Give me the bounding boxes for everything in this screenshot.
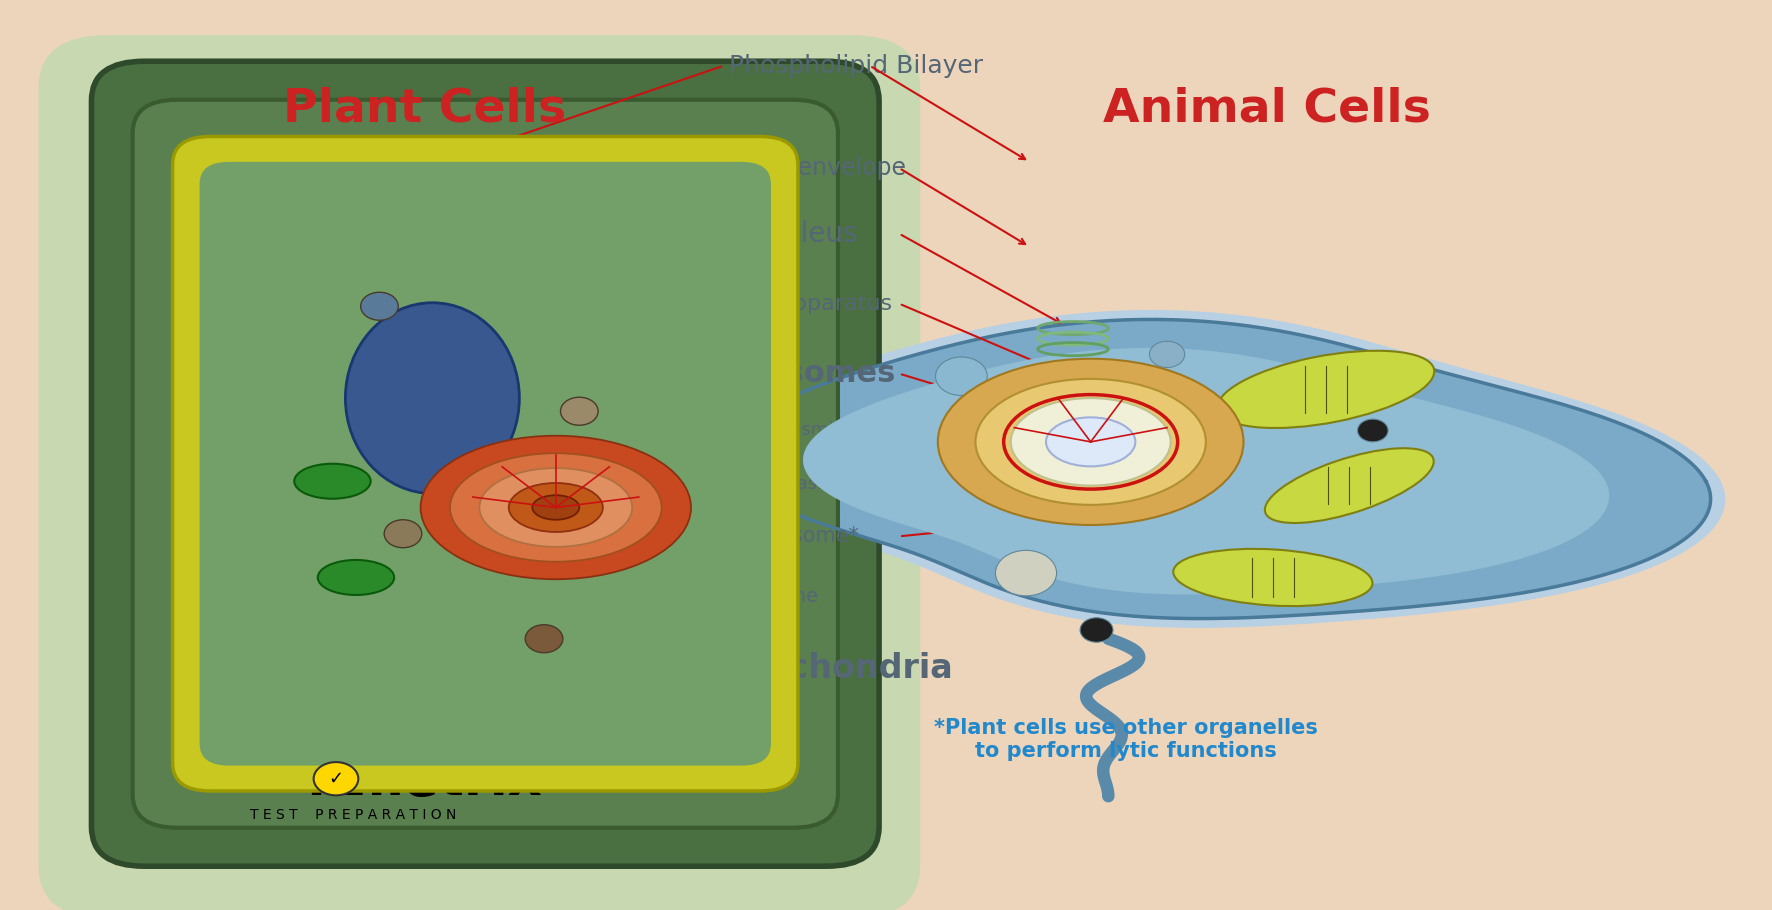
Text: Ribosomes: Ribosomes: [709, 359, 897, 388]
Polygon shape: [804, 349, 1609, 594]
Text: *Plant cells use other organelles
to perform lytic functions: *Plant cells use other organelles to per…: [934, 718, 1318, 761]
Ellipse shape: [937, 359, 1244, 525]
Text: Nuclear envelope: Nuclear envelope: [700, 156, 905, 180]
Ellipse shape: [1173, 549, 1373, 606]
Text: Nucleus: Nucleus: [748, 219, 858, 248]
Ellipse shape: [294, 464, 370, 499]
Ellipse shape: [1010, 398, 1171, 486]
Text: Rough Endoplasmic Reticulum: Rough Endoplasmic Reticulum: [666, 421, 939, 440]
Text: ✓: ✓: [328, 770, 344, 788]
FancyBboxPatch shape: [172, 136, 797, 791]
Ellipse shape: [346, 303, 519, 493]
Text: M: M: [307, 754, 360, 806]
Circle shape: [996, 551, 1056, 596]
Ellipse shape: [480, 468, 633, 547]
Text: Lysosome*: Lysosome*: [746, 526, 859, 546]
Ellipse shape: [509, 483, 602, 532]
Ellipse shape: [532, 495, 579, 520]
FancyBboxPatch shape: [133, 100, 838, 828]
FancyBboxPatch shape: [39, 35, 920, 910]
FancyBboxPatch shape: [200, 162, 771, 765]
Circle shape: [385, 520, 422, 548]
Circle shape: [1150, 341, 1185, 368]
Text: Phospholipid Bilayer: Phospholipid Bilayer: [728, 54, 983, 77]
Circle shape: [1357, 420, 1387, 442]
Circle shape: [1189, 397, 1216, 418]
Ellipse shape: [317, 560, 393, 595]
Ellipse shape: [450, 453, 661, 561]
Ellipse shape: [1265, 449, 1434, 523]
Ellipse shape: [1217, 350, 1434, 428]
Polygon shape: [728, 319, 1710, 619]
Text: metrix: metrix: [349, 754, 542, 806]
Circle shape: [314, 762, 358, 795]
Ellipse shape: [975, 379, 1207, 505]
Circle shape: [525, 625, 563, 652]
Text: T E S T    P R E P A R A T I O N: T E S T P R E P A R A T I O N: [250, 808, 457, 823]
Circle shape: [361, 292, 399, 320]
Text: Plant Cells: Plant Cells: [282, 86, 565, 132]
Circle shape: [1081, 618, 1113, 642]
Circle shape: [936, 357, 987, 396]
Circle shape: [560, 398, 599, 425]
Ellipse shape: [420, 436, 691, 580]
Text: Mitochondria: Mitochondria: [707, 652, 953, 685]
Ellipse shape: [1045, 418, 1136, 466]
Text: Golgi Apparatus: Golgi Apparatus: [712, 294, 893, 314]
Text: Smooth Endoplasmic Reticulum: Smooth Endoplasmic Reticulum: [659, 475, 946, 493]
Polygon shape: [716, 310, 1724, 627]
Text: Animal Cells: Animal Cells: [1102, 86, 1432, 132]
Text: Peroxisome: Peroxisome: [707, 587, 819, 606]
FancyBboxPatch shape: [92, 61, 879, 866]
